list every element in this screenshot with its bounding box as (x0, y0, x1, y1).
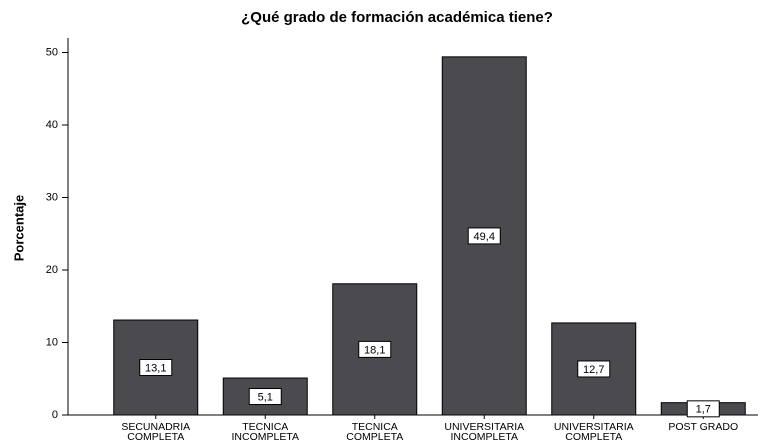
value-label-box (358, 340, 392, 358)
y-tick-label: 10 (46, 336, 58, 348)
bar (113, 319, 199, 416)
x-tick-label: TECNICA COMPLETA (346, 421, 403, 443)
x-tick-label: SECUNADRIA COMPLETA (121, 421, 190, 443)
y-tick-label: 0 (52, 409, 58, 421)
value-label-box (467, 227, 501, 245)
x-tick-label: UNIVERSITARIA COMPLETA (554, 421, 634, 443)
y-tick-label: 40 (46, 119, 58, 131)
chart-title: ¿Qué grado de formación académica tiene? (241, 9, 553, 26)
value-label: 12,7 (583, 364, 604, 376)
value-label: 13,1 (145, 362, 166, 374)
y-tick-label: 20 (46, 264, 58, 276)
value-label-box (139, 359, 173, 377)
y-axis-label: Porcentaje (11, 195, 26, 261)
value-label: 1,7 (696, 404, 711, 416)
y-tick-label: 50 (46, 46, 58, 58)
x-tick-label: UNIVERSITARIA INCOMPLETA (444, 421, 524, 443)
value-label: 18,1 (364, 344, 385, 356)
value-label: 49,4 (474, 231, 495, 243)
value-label: 5,1 (258, 391, 273, 403)
y-tick-label: 30 (46, 191, 58, 203)
value-label-box (577, 360, 611, 378)
x-tick-label: POST GRADO (668, 421, 738, 433)
value-label-box (248, 388, 282, 406)
x-tick-label: TECNICA INCOMPLETA (232, 421, 299, 443)
value-label-box (686, 400, 720, 418)
